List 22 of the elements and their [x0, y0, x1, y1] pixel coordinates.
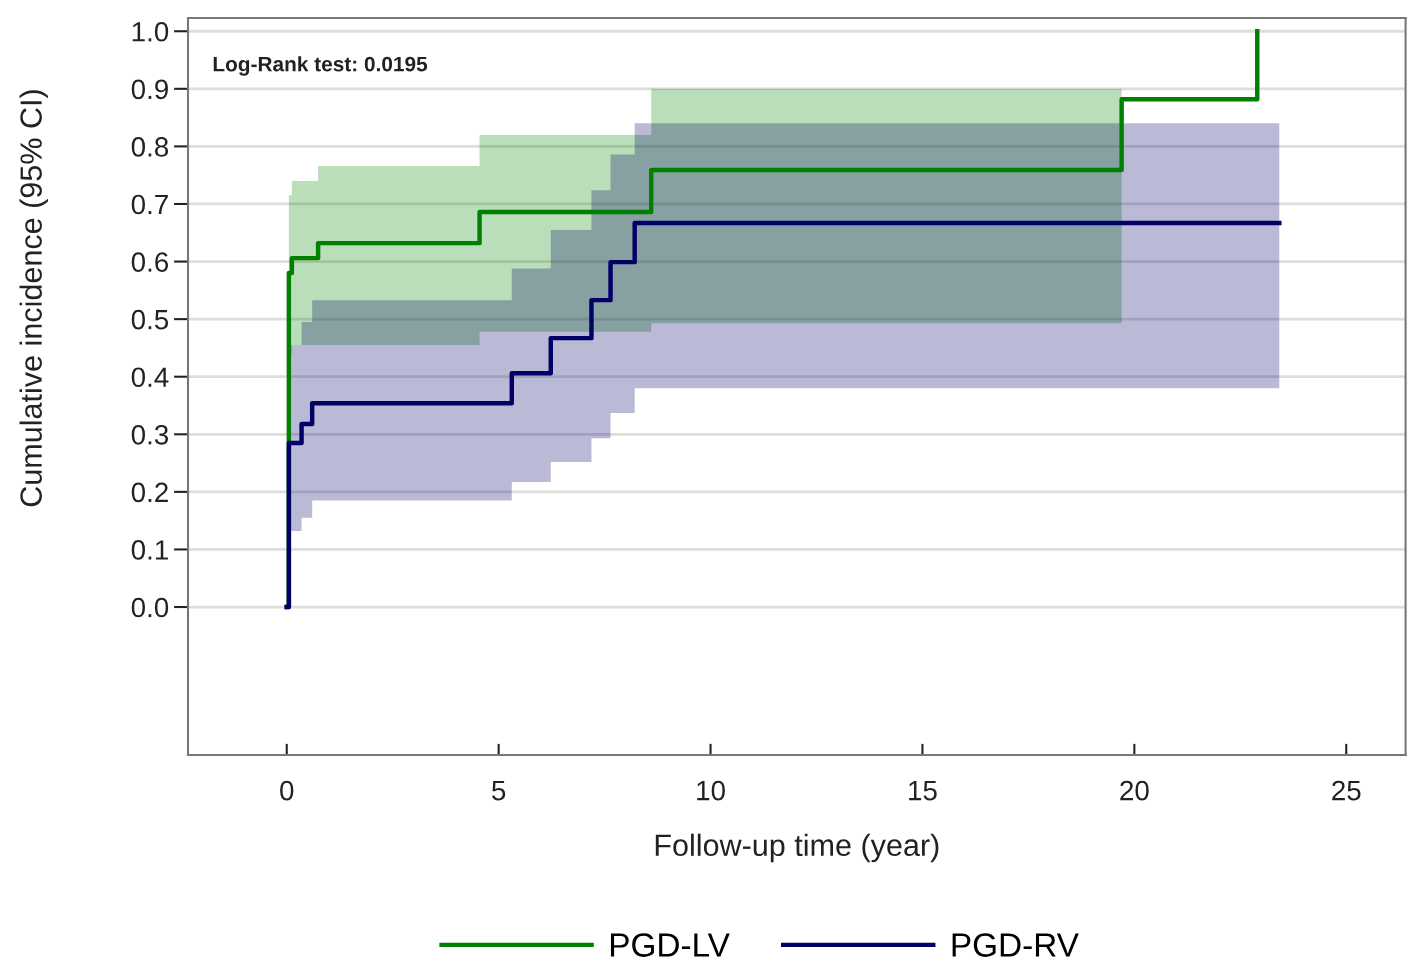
x-tick-label: 0 — [280, 780, 294, 801]
y-tick-label: 0.0 — [131, 597, 169, 618]
y-tick-label: 0.8 — [131, 137, 169, 157]
x-tick-label: 15 — [909, 781, 937, 801]
y-tick-label: 0.5 — [131, 309, 169, 330]
legend-label: PGD-RV — [952, 933, 1079, 957]
y-tick-label: 0.9 — [131, 79, 168, 100]
y-tick-label: 0.7 — [131, 194, 168, 215]
x-tick-label: 20 — [1120, 780, 1149, 801]
x-tick-label: 5 — [492, 781, 506, 801]
y-axis-title: Cumulative incidence (95% CI) — [19, 90, 48, 507]
y-tick-label: 0.4 — [131, 367, 169, 388]
x-tick-label: 10 — [697, 780, 725, 801]
x-axis-title: Follow-up time (year) — [655, 833, 939, 863]
y-tick-label: 0.2 — [131, 482, 168, 503]
y-tick-label: 0.1 — [131, 540, 168, 560]
y-tick-label: 0.6 — [131, 252, 169, 272]
legend-label: PGD-LV — [610, 933, 730, 957]
y-tick-label: 0.3 — [131, 424, 169, 445]
y-tick-label: 1.0 — [132, 21, 169, 42]
annotation: Log-Rank test: 0.0195 — [213, 56, 428, 76]
x-tick-label: 25 — [1332, 780, 1361, 801]
